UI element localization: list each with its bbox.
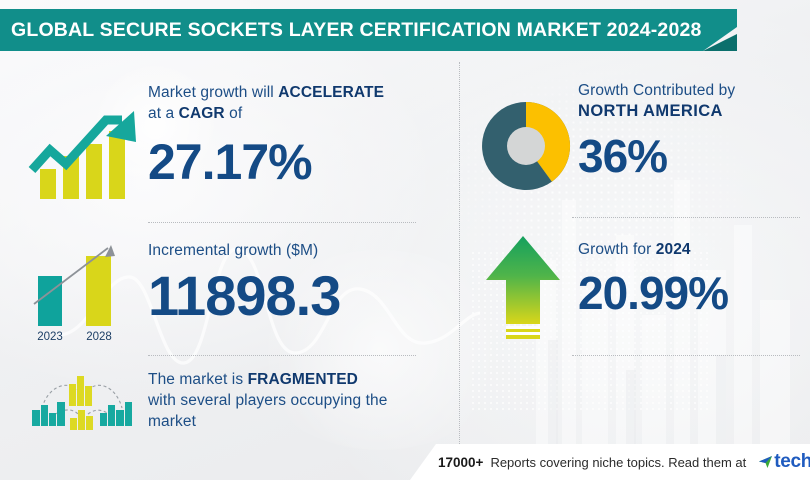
cagr-line1-prefix: Market growth will [148, 84, 279, 101]
year-label-emphasis: 2024 [655, 241, 691, 258]
region-line1: Growth Contributed by [578, 82, 736, 99]
cagr-block: Market growth will ACCELERATE at a CAGR … [148, 82, 438, 190]
frag-line1-prefix: The market is [148, 371, 248, 388]
incremental-growth-block: Incremental growth ($M) 11898.3 [148, 240, 438, 327]
technavio-arrow-icon [759, 456, 773, 468]
column-divider [459, 62, 460, 444]
region-line2: NORTH AMERICA [578, 102, 723, 120]
year-growth-value: 20.99% [578, 267, 729, 319]
region-contribution-block: Growth Contributed by NORTH AMERICA 36% [578, 80, 803, 182]
frag-line1-emphasis: FRAGMENTED [247, 371, 358, 388]
header-banner: GLOBAL SECURE SOCKETS LAYER CERTIFICATIO… [0, 9, 737, 51]
background-wave [60, 247, 480, 365]
bar-label-2023: 2023 [37, 331, 63, 343]
year-growth-block: Growth for 2024 20.99% [578, 239, 803, 319]
region-value: 36% [578, 130, 668, 182]
divider-right-upper [572, 217, 800, 218]
growth-chart-icon [28, 111, 136, 199]
year-growth-label: Growth for 2024 [578, 239, 803, 260]
incremental-growth-value: 11898.3 [148, 264, 341, 327]
footer-tagline: Reports covering niche topics. Read them… [490, 454, 747, 470]
bar-label-2028: 2028 [86, 331, 112, 343]
up-arrow-icon [486, 236, 560, 339]
cagr-description: Market growth will ACCELERATE at a CAGR … [148, 82, 438, 124]
cagr-line2-emphasis: CAGR [178, 105, 225, 122]
incremental-growth-label: Incremental growth ($M) [148, 242, 319, 259]
fragmentation-block: The market is FRAGMENTED with several pl… [148, 369, 444, 432]
footer-bar: 17000+ Reports covering niche topics. Re… [410, 444, 810, 480]
bar-chart-icon: 2023 2028 [33, 245, 115, 343]
cagr-line2-suffix: of [224, 105, 243, 122]
donut-chart-icon [482, 101, 571, 190]
footer-report-count: 17000+ [438, 454, 484, 470]
cagr-value: 27.17% [148, 134, 313, 190]
technavio-logo[interactable]: technav [758, 451, 810, 473]
year-label-prefix: Growth for [578, 241, 656, 258]
divider-right-lower [572, 355, 800, 356]
cagr-line1-emphasis: ACCELERATE [278, 84, 385, 101]
fragmentation-description: The market is FRAGMENTED with several pl… [148, 369, 444, 432]
city-cluster-icon [32, 376, 132, 430]
cagr-line2-prefix: at a [148, 105, 179, 122]
frag-line2: with several players occupying the [148, 392, 388, 409]
divider-left-upper [148, 222, 416, 223]
frag-line3: market [148, 413, 196, 430]
divider-left-lower [148, 355, 416, 356]
page-title: GLOBAL SECURE SOCKETS LAYER CERTIFICATIO… [11, 18, 702, 41]
logo-text-tech: tech [774, 451, 810, 472]
